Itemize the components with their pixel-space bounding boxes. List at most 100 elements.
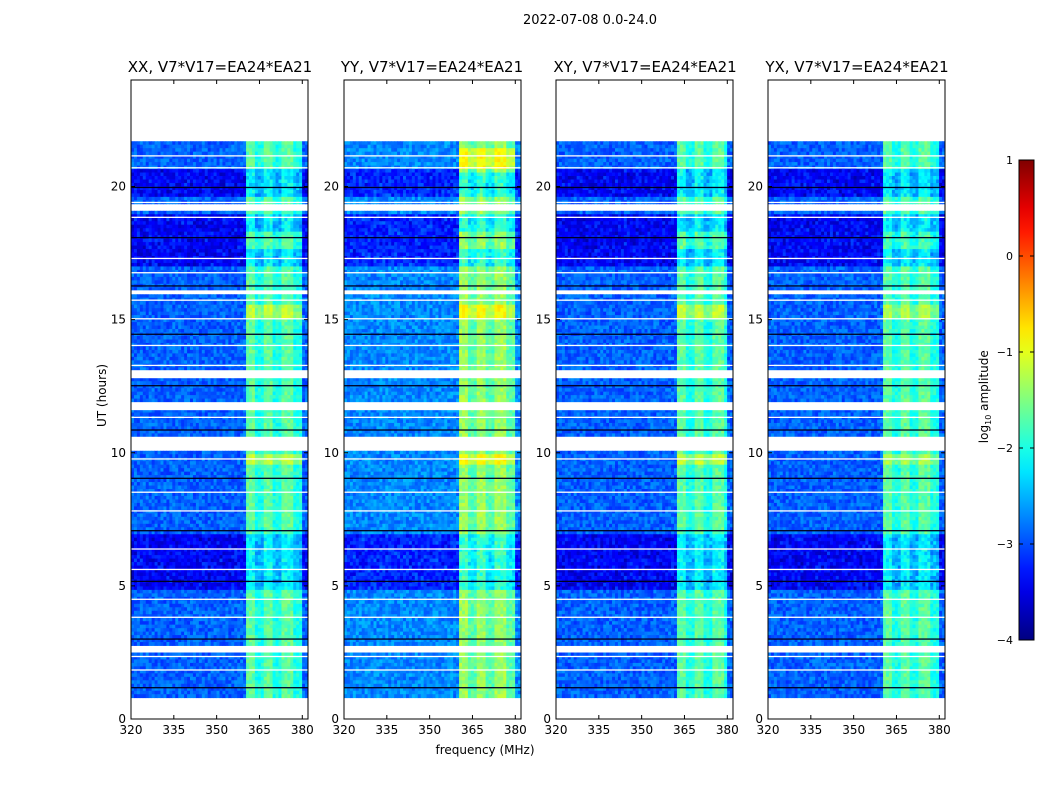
heatmap-cell <box>143 183 146 187</box>
heatmap-cell <box>131 193 134 197</box>
heatmap-cell <box>199 148 202 152</box>
heatmap-cell <box>205 183 208 187</box>
heatmap-cell <box>252 169 255 173</box>
heatmap-cell <box>249 173 252 177</box>
heatmap-cell <box>293 211 296 215</box>
heatmap-cell <box>158 141 161 145</box>
heatmap-cell <box>184 148 187 152</box>
heatmap-cell <box>249 190 252 194</box>
heatmap-cell <box>161 145 164 149</box>
heatmap-cell <box>181 159 184 163</box>
heatmap-cell <box>163 173 166 177</box>
heatmap-cell <box>140 145 143 149</box>
heatmap-cell <box>152 162 155 166</box>
heatmap-cell <box>178 145 181 149</box>
heatmap-cell <box>287 197 290 201</box>
heatmap-cell <box>240 193 243 197</box>
heatmap-cell <box>276 179 279 183</box>
heatmap-cell <box>202 141 205 145</box>
heatmap-cell <box>152 152 155 156</box>
heatmap-cell <box>252 148 255 152</box>
heatmap-cell <box>205 152 208 156</box>
heatmap-cell <box>214 169 217 173</box>
heatmap-cell <box>149 218 152 222</box>
heatmap-cell <box>302 193 305 197</box>
heatmap-cell <box>187 211 190 215</box>
heatmap-cell <box>225 159 228 163</box>
heatmap-cell <box>169 179 172 183</box>
heatmap-cell <box>293 162 296 166</box>
heatmap-cell <box>175 159 178 163</box>
heatmap-cell <box>134 145 137 149</box>
heatmap-cell <box>264 183 267 187</box>
heatmap-cell <box>143 148 146 152</box>
heatmap-cell <box>184 190 187 194</box>
heatmap-cell <box>264 197 267 201</box>
heatmap-cell <box>190 190 193 194</box>
heatmap-cell <box>284 141 287 145</box>
heatmap-cell <box>302 152 305 156</box>
heatmap-cell <box>205 179 208 183</box>
heatmap-cell <box>172 190 175 194</box>
heatmap-cell <box>273 193 276 197</box>
heatmap-cell <box>143 176 146 180</box>
heatmap-cell <box>255 197 258 201</box>
heatmap-cell <box>199 183 202 187</box>
heatmap-cell <box>137 179 140 183</box>
heatmap-cell <box>281 190 284 194</box>
heatmap-cell <box>270 141 273 145</box>
heatmap-cell <box>279 193 282 197</box>
heatmap-cell <box>290 152 293 156</box>
heatmap-cell <box>172 176 175 180</box>
heatmap-cell <box>281 169 284 173</box>
heatmap-cell <box>220 169 223 173</box>
heatmap-cell <box>158 179 161 183</box>
heatmap-cell <box>284 193 287 197</box>
heatmap-cell <box>172 197 175 201</box>
heatmap-cell <box>290 173 293 177</box>
heatmap-cell <box>208 148 211 152</box>
heatmap-cell <box>276 159 279 163</box>
heatmap-cell <box>193 183 196 187</box>
heatmap-cell <box>143 218 146 222</box>
heatmap-cell <box>249 141 252 145</box>
heatmap-cell <box>287 159 290 163</box>
heatmap-cell <box>284 183 287 187</box>
heatmap-cell <box>149 159 152 163</box>
heatmap-cell <box>131 169 134 173</box>
heatmap-cell <box>134 173 137 177</box>
heatmap-cell <box>270 197 273 201</box>
heatmap-cell <box>261 169 264 173</box>
heatmap-cell <box>143 159 146 163</box>
heatmap-cell <box>155 148 158 152</box>
heatmap-cell <box>158 197 161 201</box>
heatmap-cell <box>276 197 279 201</box>
heatmap-cell <box>225 152 228 156</box>
heatmap-cell <box>237 152 240 156</box>
heatmap-cell <box>208 197 211 201</box>
heatmap-cell <box>163 197 166 201</box>
heatmap-cell <box>181 148 184 152</box>
heatmap-cell <box>276 176 279 180</box>
heatmap-cell <box>273 176 276 180</box>
heatmap-cell <box>267 145 270 149</box>
heatmap-cell <box>163 190 166 194</box>
heatmap-cell <box>181 162 184 166</box>
heatmap-cell <box>169 218 172 222</box>
heatmap-cell <box>190 141 193 145</box>
heatmap-cell <box>234 193 237 197</box>
heatmap-cell <box>225 197 228 201</box>
heatmap-cell <box>296 145 299 149</box>
heatmap-cell <box>261 197 264 201</box>
heatmap-cell <box>246 193 249 197</box>
heatmap-cell <box>249 183 252 187</box>
heatmap-cell <box>146 173 149 177</box>
heatmap-cell <box>220 193 223 197</box>
heatmap-cell <box>228 152 231 156</box>
heatmap-cell <box>279 183 282 187</box>
heatmap-cell <box>137 159 140 163</box>
heatmap-cell <box>302 162 305 166</box>
heatmap-cell <box>134 193 137 197</box>
heatmap-cell <box>287 190 290 194</box>
heatmap-cell <box>284 173 287 177</box>
